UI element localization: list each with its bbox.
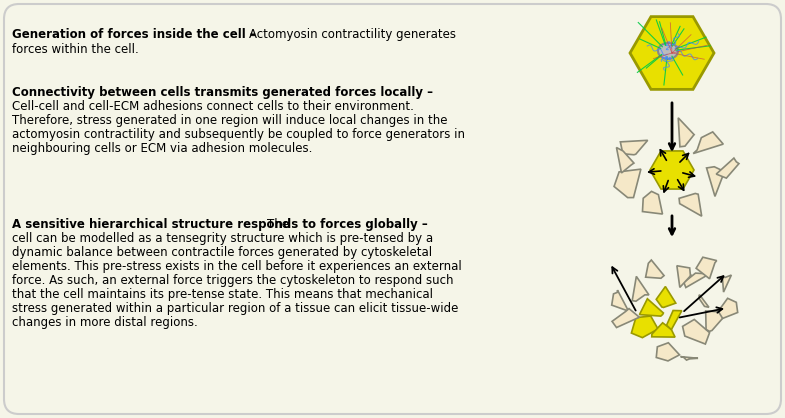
Polygon shape: [656, 343, 680, 361]
Polygon shape: [678, 118, 694, 147]
Polygon shape: [679, 194, 702, 216]
Polygon shape: [620, 140, 648, 155]
Polygon shape: [706, 167, 723, 196]
Text: Actomyosin contractility generates: Actomyosin contractility generates: [249, 28, 456, 41]
Text: force. As such, an external force triggers the cytoskeleton to respond such: force. As such, an external force trigge…: [12, 274, 454, 287]
Polygon shape: [612, 290, 629, 311]
Polygon shape: [630, 17, 714, 89]
Polygon shape: [684, 273, 711, 288]
Polygon shape: [718, 298, 738, 319]
Polygon shape: [642, 191, 663, 214]
Text: A sensitive hierarchical structure responds to forces globally –: A sensitive hierarchical structure respo…: [12, 218, 432, 231]
Polygon shape: [640, 299, 663, 316]
Ellipse shape: [658, 43, 678, 59]
Text: neighbouring cells or ECM via adhesion molecules.: neighbouring cells or ECM via adhesion m…: [12, 142, 312, 155]
Text: actomyosin contractility and subsequently be coupled to force generators in: actomyosin contractility and subsequentl…: [12, 128, 465, 141]
Polygon shape: [645, 260, 664, 278]
Text: that the cell maintains its pre-tense state. This means that mechanical: that the cell maintains its pre-tense st…: [12, 288, 433, 301]
Text: Therefore, stress generated in one region will induce local changes in the: Therefore, stress generated in one regio…: [12, 114, 447, 127]
Polygon shape: [666, 311, 682, 330]
Polygon shape: [612, 308, 639, 328]
Polygon shape: [614, 169, 641, 198]
Polygon shape: [656, 287, 676, 308]
Polygon shape: [681, 357, 698, 360]
Polygon shape: [632, 276, 649, 301]
FancyBboxPatch shape: [4, 4, 781, 414]
Polygon shape: [722, 275, 732, 292]
Polygon shape: [652, 323, 675, 337]
Polygon shape: [716, 158, 739, 178]
Polygon shape: [699, 295, 709, 307]
Text: cell can be modelled as a tensegrity structure which is pre-tensed by a: cell can be modelled as a tensegrity str…: [12, 232, 433, 245]
Polygon shape: [631, 316, 658, 338]
Text: Generation of forces inside the cell –: Generation of forces inside the cell –: [12, 28, 260, 41]
Text: elements. This pre-stress exists in the cell before it experiences an external: elements. This pre-stress exists in the …: [12, 260, 462, 273]
Polygon shape: [696, 257, 717, 279]
Text: Cell-cell and cell-ECM adhesions connect cells to their environment.: Cell-cell and cell-ECM adhesions connect…: [12, 100, 414, 113]
Polygon shape: [693, 132, 723, 153]
Text: The: The: [267, 218, 289, 231]
Text: dynamic balance between contractile forces generated by cytoskeletal: dynamic balance between contractile forc…: [12, 246, 432, 259]
Polygon shape: [706, 311, 728, 331]
Text: forces within the cell.: forces within the cell.: [12, 43, 139, 56]
Polygon shape: [677, 266, 692, 288]
Text: Connectivity between cells transmits generated forces locally –: Connectivity between cells transmits gen…: [12, 86, 433, 99]
Polygon shape: [683, 319, 710, 344]
Polygon shape: [650, 151, 694, 189]
Text: stress generated within a particular region of a tissue can elicit tissue-wide: stress generated within a particular reg…: [12, 302, 458, 315]
Polygon shape: [616, 148, 634, 173]
Text: changes in more distal regions.: changes in more distal regions.: [12, 316, 198, 329]
